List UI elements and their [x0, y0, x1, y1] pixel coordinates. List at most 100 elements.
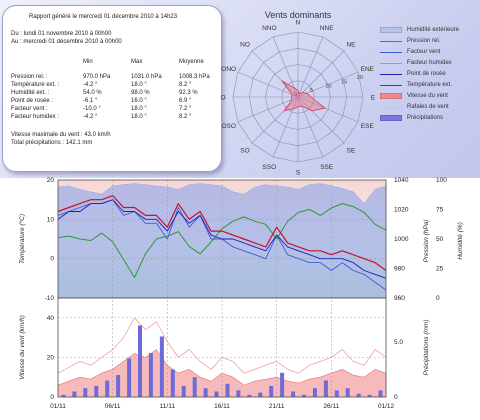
rose-ring-label: 15 [341, 79, 347, 85]
wind-tick-label: 20 [47, 354, 55, 361]
header-avg: Moyenne [179, 59, 204, 65]
precip-bar [94, 386, 99, 397]
temperature-panel [58, 180, 386, 298]
legend-swatch [380, 27, 402, 33]
row-min: -6.1 ° [83, 98, 98, 104]
row-min: -4.2 ° [83, 82, 98, 88]
row-max: 1031.0 hPa [131, 74, 162, 80]
wind-frame [57, 297, 387, 398]
legend-swatch [380, 107, 402, 108]
rose-direction-label: NO [240, 42, 250, 49]
precip-bar [116, 375, 121, 397]
pressure-tick-label: 1020 [394, 207, 409, 214]
legend-swatch [380, 41, 402, 42]
legend-label: Facteur vent [407, 49, 441, 55]
wind-panel [58, 298, 386, 397]
rose-spoke [251, 96, 299, 144]
precip-bar [367, 394, 372, 397]
legend-label: Vitesse du vent [407, 93, 448, 99]
rose-direction-label: SE [347, 148, 356, 155]
x-tick-label: 11/11 [160, 403, 176, 410]
row-max: 16.0 ° [131, 98, 147, 104]
precip-bar [345, 388, 350, 397]
report-title: Rapport généré le mercredi 01 décembre 2… [29, 14, 178, 20]
pressure-tick-label: 1000 [394, 236, 409, 243]
legend-swatch [380, 74, 402, 75]
legend: Humidité extérieure Pression rel. Facteu… [380, 26, 480, 146]
charts-background [0, 178, 480, 420]
precip-bar [378, 390, 383, 397]
series-wind-chill-line [57, 199, 387, 291]
row-min: -10.0 ° [83, 106, 101, 112]
precip-bar [138, 325, 142, 397]
precip-bar [203, 388, 208, 397]
row-label: Pression rel. : [11, 74, 48, 80]
legend-label: Température ext. [407, 82, 453, 88]
temp-tick-label: 10 [47, 216, 55, 223]
row-label: Facteur vent : [11, 106, 48, 112]
x-tick-label: 01/11 [50, 403, 66, 410]
humidity-tick-label: 50 [436, 236, 444, 243]
series-wind-speed-area [57, 349, 387, 398]
rose-ring-label: 10 [325, 84, 331, 90]
rose-direction-label: OSO [221, 123, 235, 130]
rose-spoke [272, 36, 299, 98]
precip-bar [61, 394, 66, 397]
precip-tick-label: 0 [394, 394, 398, 401]
row-label: Point de rosée : [11, 98, 54, 104]
legend-swatch [380, 93, 402, 99]
row-max: 18.0 ° [131, 114, 147, 120]
series-humidity-area [57, 183, 387, 299]
wind-axis-title: Vitesse du vent (km/h) [19, 315, 26, 380]
series-gusts-line [57, 317, 387, 374]
pressure-tick-label: 960 [394, 295, 405, 302]
row-max: 98.0 % [131, 90, 150, 96]
precip-tick-label: 5.0 [394, 339, 403, 346]
precip-bar [323, 380, 328, 397]
x-tick-label: 06/11 [105, 403, 121, 410]
rose-spoke [297, 36, 324, 98]
legend-item-pressure: Pression rel. [380, 37, 480, 46]
precip-bar [280, 372, 285, 397]
x-tick-label: 16/11 [214, 403, 230, 410]
report-panel: Rapport généré le mercredi 01 décembre 2… [2, 5, 222, 172]
precip-bar [356, 393, 361, 397]
total-precip-text: Total précipitations : 142.1 mm [11, 140, 93, 146]
precip-bar [312, 388, 317, 397]
rose-direction-label: NNO [262, 25, 276, 32]
precip-bar [159, 336, 164, 397]
report-period-to: Au : mercredi 01 décembre 2010 à 00h00 [11, 39, 122, 45]
legend-label: Point de rosée [407, 71, 446, 77]
row-min: 970.0 hPa [83, 74, 111, 80]
pressure-axis-title: Pression (hPa) [423, 220, 430, 263]
legend-item-temperature: Température ext. [380, 81, 480, 90]
row-max: 18.0 ° [131, 106, 147, 112]
legend-label: Pression rel. [407, 38, 441, 44]
row-label: Facteur humidex : [11, 114, 60, 120]
row-min: 54.0 % [83, 90, 102, 96]
temp-tick-label: 0 [50, 256, 54, 263]
header-min: Min [83, 59, 93, 65]
legend-item-dew-point: Point de rosée [380, 70, 480, 79]
row-min: -4.2 ° [83, 114, 98, 120]
rose-direction-label: E [371, 95, 376, 102]
rose-series-wind-speed [281, 80, 326, 112]
header-max: Max [131, 59, 143, 65]
precip-bar [170, 369, 175, 397]
row-avg: 6.9 ° [179, 98, 192, 104]
temp-axis-title: Température (°C) [18, 214, 26, 264]
humidity-axis-title: Humidité (%) [457, 222, 464, 260]
rose-direction-label: S [296, 170, 301, 177]
precip-bar [247, 394, 252, 397]
legend-label: Humidité extérieure [407, 27, 460, 33]
precip-bar [192, 377, 197, 397]
precip-bar [225, 383, 230, 397]
legend-item-humidex: Facteur humidex [380, 59, 480, 68]
row-max: 18.0 ° [131, 82, 147, 88]
rose-direction-label: SO [240, 148, 249, 155]
rose-spoke [237, 71, 299, 98]
row-label: Température ext. : [11, 82, 60, 88]
rose-ring-label: 0 [294, 92, 297, 98]
legend-swatch [380, 115, 402, 121]
